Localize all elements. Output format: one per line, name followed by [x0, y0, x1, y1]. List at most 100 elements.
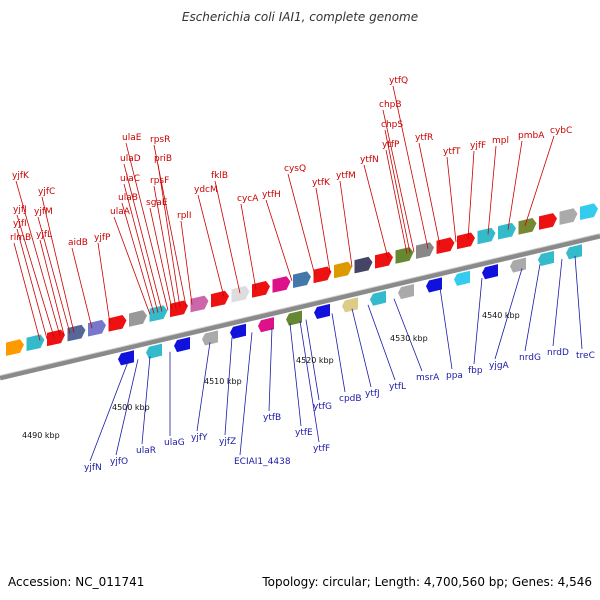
genome-backbone-highlight [0, 233, 600, 376]
forward-gene-feature [129, 310, 147, 327]
reverse-leader-line [305, 319, 320, 401]
forward-gene-label: ytfM [336, 171, 356, 181]
forward-gene-label: ytfK [312, 178, 331, 188]
forward-leader-line [384, 129, 411, 254]
reverse-leader-line [552, 258, 563, 347]
reverse-gene-label: yjfZ [219, 437, 236, 447]
reverse-gene-feature [538, 250, 554, 266]
forward-leader-line [15, 180, 61, 336]
forward-leader-line [446, 156, 457, 243]
forward-gene-feature [88, 319, 106, 337]
reverse-gene-label: nrdD [547, 348, 569, 358]
forward-gene-feature [6, 339, 24, 356]
forward-gene-feature [539, 213, 557, 230]
reverse-gene-label: ECIAI1_4438 [234, 457, 291, 467]
reverse-gene-label: ppa [446, 371, 463, 381]
forward-leader-line [214, 180, 241, 294]
forward-leader-line [157, 163, 181, 308]
forward-gene-label: yjfJ [13, 205, 27, 215]
forward-leader-line [524, 135, 555, 226]
forward-leader-line [149, 207, 173, 310]
reverse-leader-line [115, 359, 139, 456]
accession-text: Accession: NC_011741 [8, 575, 145, 589]
forward-leader-line [240, 203, 257, 290]
forward-gene-feature [436, 237, 455, 254]
forward-leader-line [71, 247, 93, 329]
forward-leader-line [197, 194, 225, 298]
reverse-gene-label: yjfN [84, 463, 102, 473]
forward-gene-label: priB [154, 154, 172, 164]
kbp-tick-label: 4520 kbp [296, 356, 334, 365]
forward-gene-label: ulaE [122, 133, 142, 143]
forward-gene-feature [108, 315, 127, 332]
reverse-gene-label: ytfG [313, 402, 332, 412]
reverse-gene-label: ytfF [313, 444, 330, 454]
forward-gene-feature [313, 266, 332, 284]
reverse-gene-label: nrdG [519, 353, 541, 363]
forward-gene-feature [416, 242, 434, 259]
reverse-leader-line [289, 323, 302, 427]
forward-leader-line [180, 220, 193, 305]
reverse-gene-feature [370, 290, 386, 306]
forward-gene-label: ulaA [110, 207, 131, 217]
forward-gene-feature [26, 334, 45, 352]
forward-gene-label: rpsF [150, 176, 169, 186]
reverse-gene-label: treC [576, 351, 595, 361]
forward-gene-label: yjfL [36, 230, 52, 240]
forward-gene-feature [293, 271, 311, 288]
reverse-gene-feature [286, 310, 302, 326]
reverse-gene-label: cpdB [339, 394, 362, 404]
genome-backbone [0, 233, 600, 381]
forward-gene-feature [518, 217, 537, 235]
reverse-gene-feature [482, 264, 498, 280]
reverse-gene-feature [202, 330, 218, 346]
forward-leader-line [121, 202, 155, 314]
forward-gene-label: aidB [68, 238, 88, 248]
reverse-strand-features [118, 244, 582, 366]
forward-leader-line [315, 187, 331, 272]
forward-leader-line [385, 149, 408, 254]
forward-leader-line [16, 228, 48, 339]
reverse-gene-feature [510, 257, 526, 273]
reverse-leader-line [574, 255, 583, 350]
forward-gene-feature [334, 261, 352, 279]
forward-gene-feature [559, 208, 578, 225]
forward-leader-line [39, 239, 65, 335]
forward-gene-label: ydcM [194, 185, 218, 195]
forward-gene-label: ytfQ [389, 76, 408, 86]
reverse-gene-label: msrA [416, 373, 440, 383]
forward-leader-line [363, 164, 389, 259]
forward-gene-label: yjfP [94, 233, 111, 243]
forward-gene-label: yjfM [34, 207, 53, 217]
forward-gene-feature [67, 324, 86, 342]
kbp-tick-label: 4500 kbp [112, 403, 150, 412]
forward-gene-label: yjfC [38, 187, 55, 197]
reverse-gene-label: fbp [468, 366, 483, 376]
reverse-gene-label: ulaR [136, 446, 156, 456]
reverse-leader-line [393, 298, 423, 372]
forward-leader-line [97, 242, 111, 325]
forward-leader-line [418, 142, 441, 246]
reverse-leader-line [351, 308, 372, 388]
reverse-gene-feature [230, 323, 246, 339]
forward-gene-feature [170, 300, 188, 318]
forward-leader-line [153, 144, 187, 307]
kbp-tick-labels: 4490 kbp 4500 kbp 4510 kbp 4520 kbp 4530 kbp… [22, 311, 520, 440]
forward-gene-label: pmbA [518, 131, 545, 141]
reverse-gene-feature [118, 350, 134, 366]
reverse-leader-line [524, 264, 541, 352]
forward-gene-feature [580, 203, 598, 221]
forward-gene-label: ytfT [443, 147, 461, 157]
forward-gene-label: ytfN [360, 155, 379, 165]
forward-leader-line [265, 199, 293, 282]
forward-leader-line [113, 216, 151, 315]
reverse-leader-line [331, 313, 346, 393]
forward-gene-feature [498, 222, 516, 240]
reverse-leader-line [268, 327, 273, 412]
reverse-gene-feature [342, 297, 358, 313]
forward-gene-label: ytfH [262, 190, 281, 200]
forward-leader-line [382, 109, 415, 253]
forward-gene-label: fklB [211, 171, 228, 181]
forward-leader-line [467, 150, 475, 240]
